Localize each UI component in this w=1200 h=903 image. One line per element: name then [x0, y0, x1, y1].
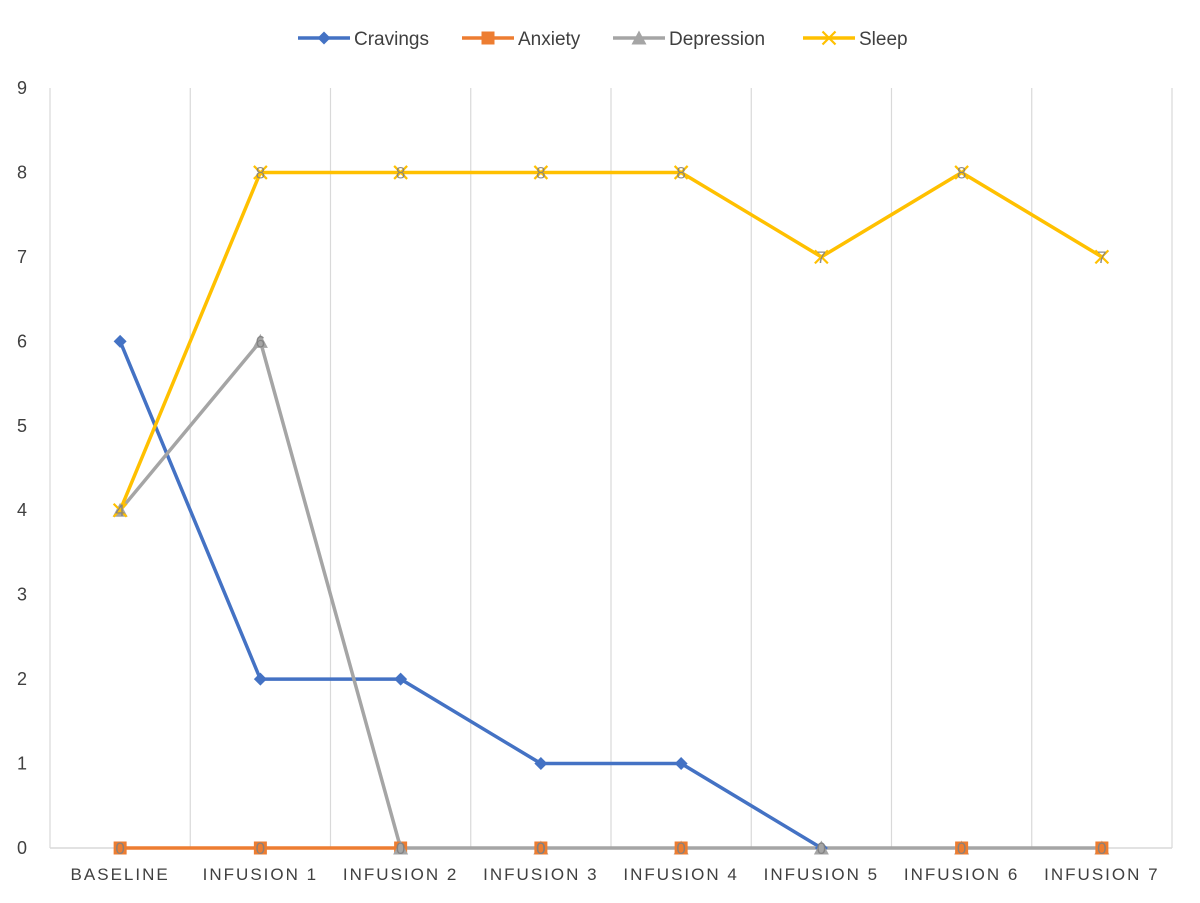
data-point-anxiety — [1095, 841, 1109, 855]
data-label-sleep: 4 — [115, 501, 124, 520]
data-label-depression: 0 — [957, 839, 966, 858]
legend-marker — [481, 31, 495, 45]
y-tick-label: 9 — [17, 78, 27, 98]
x-marker-stroke — [253, 165, 268, 180]
series-line-cravings — [118, 339, 824, 850]
y-tick-label: 5 — [17, 416, 27, 436]
y-axis: 0 1 2 3 4 5 6 7 8 9 — [17, 78, 27, 858]
legend-item-anxiety: Anxiety — [462, 29, 581, 50]
series-line-sleep — [118, 170, 1104, 512]
data-point-anxiety — [955, 841, 969, 855]
data-label-anxiety: 0 — [256, 839, 265, 858]
legend-marker — [631, 30, 647, 45]
x-marker-stroke — [393, 165, 408, 180]
legend: Cravings Anxiety Depression Sleep — [298, 29, 908, 50]
x-tick-label: INFUSION 6 — [904, 865, 1019, 884]
y-tick-label: 8 — [17, 162, 27, 182]
data-point-sleep — [112, 502, 128, 518]
data-point-depression — [393, 840, 409, 855]
x-tick-label: BASELINE — [71, 865, 170, 884]
data-point-cravings — [113, 334, 127, 348]
data-label-sleep: 8 — [536, 163, 545, 182]
x-tick-label: INFUSION 2 — [343, 865, 458, 884]
data-point-cravings — [674, 757, 688, 771]
x-marker-stroke — [821, 30, 837, 46]
data-point-cravings — [253, 672, 267, 686]
data-point-anxiety — [253, 841, 267, 855]
legend-item-depression: Depression — [613, 29, 765, 50]
data-point-sleep — [393, 165, 408, 180]
data-label-anxiety: 0 — [536, 839, 545, 858]
data-label-sleep: 8 — [957, 163, 966, 182]
data-point-anxiety — [674, 841, 688, 855]
data-label-depression: 0 — [676, 839, 685, 858]
y-tick-label: 6 — [17, 331, 27, 351]
data-point-depression — [813, 840, 829, 855]
data-label-sleep: 7 — [817, 248, 826, 267]
x-tick-label: INFUSION 5 — [764, 865, 879, 884]
data-point-cravings — [394, 672, 408, 686]
data-label-sleep: 8 — [676, 163, 685, 182]
x-axis: BASELINE INFUSION 1 INFUSION 2 INFUSION 3 IN… — [71, 865, 1159, 884]
series-lines — [118, 170, 1104, 850]
data-label-sleep: 8 — [256, 163, 265, 182]
data-point-sleep — [954, 165, 969, 180]
y-tick-label: 7 — [17, 247, 27, 267]
data-point-sleep — [253, 165, 268, 180]
data-label-sleep: 7 — [1097, 248, 1106, 267]
y-tick-label: 4 — [17, 500, 27, 520]
series-line-depression — [118, 339, 1104, 850]
data-point-depression — [252, 333, 268, 348]
x-tick-label: INFUSION 1 — [203, 865, 318, 884]
x-marker-stroke — [533, 165, 549, 180]
x-marker-stroke — [954, 165, 969, 180]
data-point-anxiety — [113, 841, 127, 855]
data-label-anxiety: 0 — [115, 839, 124, 858]
data-label-depression: 0 — [817, 839, 826, 858]
legend-item-sleep: Sleep — [803, 29, 908, 50]
y-tick-label: 0 — [17, 838, 27, 858]
x-marker-stroke — [673, 165, 689, 180]
data-label-depression: 0 — [1097, 839, 1106, 858]
data-label-sleep: 8 — [396, 163, 405, 182]
x-marker-stroke — [112, 502, 128, 518]
x-tick-label: INFUSION 3 — [483, 865, 598, 884]
legend-label: Cravings — [354, 29, 429, 50]
x-marker-stroke — [814, 249, 829, 265]
x-tick-label: INFUSION 7 — [1044, 865, 1159, 884]
legend-marker — [821, 30, 837, 46]
data-point-cravings — [534, 757, 548, 771]
y-tick-label: 3 — [17, 585, 27, 605]
legend-marker — [317, 31, 331, 45]
legend-label: Anxiety — [518, 29, 581, 50]
series-markers — [112, 165, 1110, 855]
y-tick-label: 1 — [17, 754, 27, 774]
data-point-sleep — [533, 165, 549, 180]
data-point-sleep — [814, 249, 829, 265]
legend-item-cravings: Cravings — [298, 29, 429, 50]
gridlines — [49, 88, 1173, 849]
data-point-sleep — [1094, 249, 1110, 265]
legend-label: Sleep — [859, 29, 908, 50]
data-label-depression: 6 — [256, 332, 265, 351]
y-tick-label: 2 — [17, 669, 27, 689]
data-label-depression: 0 — [396, 839, 405, 858]
data-label-depression: 0 — [536, 839, 545, 858]
x-marker-stroke — [1094, 249, 1110, 265]
data-point-anxiety — [534, 841, 548, 855]
data-point-sleep — [673, 165, 689, 180]
legend-label: Depression — [669, 29, 765, 50]
x-tick-label: INFUSION 4 — [623, 865, 738, 884]
